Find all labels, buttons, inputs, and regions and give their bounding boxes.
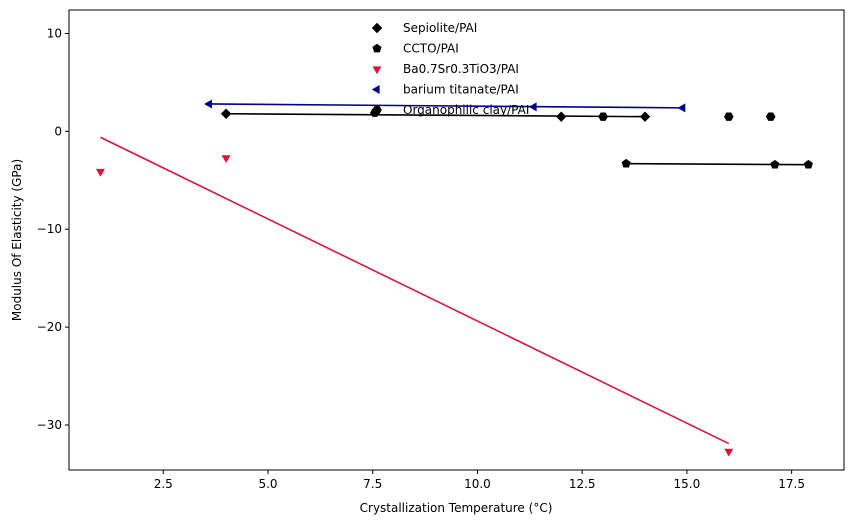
data-points: [95, 99, 813, 457]
data-point-sepiolite-pai: [220, 108, 232, 119]
data-point-ccto-pai: [621, 158, 631, 168]
legend-marker-sepiolite-pai: [371, 22, 383, 34]
data-point-ccto-pai: [803, 159, 813, 169]
x-tick-label: 17.5: [778, 477, 805, 491]
legend-label-barium-titanate-pai: barium titanate/PAI: [403, 83, 519, 97]
y-axis-ticks: −30 −20 −10 0 10: [37, 26, 69, 432]
plot-background: [69, 10, 844, 470]
y-tick-label: 0: [54, 124, 62, 138]
data-point-ba0-7sr0-3tio3-pai: [95, 168, 105, 177]
legend-marker-barium-titanate-pai: [371, 85, 380, 94]
y-tick-label: −10: [37, 222, 62, 236]
legend-label-sepiolite-pai: Sepiolite/PAI: [403, 21, 477, 35]
data-point-barium-titanate-pai: [204, 99, 212, 109]
trend-lines: [100, 103, 809, 445]
x-axis-ticks: 2.5 5.0 7.5 10.0 12.5 15.0 17.5: [154, 470, 805, 491]
data-point-barium-titanate-pai: [677, 103, 686, 113]
data-point-organophilic-clay-pai: [765, 112, 776, 121]
legend-marker-ba0-7sr0-3tio3-pai: [372, 66, 382, 75]
legend-label-organophilic-clay-pai: Organophilic clay/PAI: [403, 103, 529, 117]
y-tick-label: −30: [37, 418, 62, 432]
legend-label-ba0-7sr0-3tio3-pai: Ba0.7Sr0.3TiO3/PAI: [403, 62, 519, 76]
data-point-organophilic-clay-pai: [724, 112, 734, 121]
x-tick-label: 2.5: [154, 477, 173, 491]
trend-line-sepiolite-pai: [226, 112, 646, 118]
x-tick-label: 5.0: [258, 477, 277, 491]
trend-line-ccto-pai: [626, 162, 809, 166]
data-point-sepiolite-pai: [556, 111, 567, 122]
x-tick-label: 12.5: [569, 477, 596, 491]
data-point-ba0-7sr0-3tio3-pai: [724, 448, 734, 457]
y-axis-label: Modulus Of Elasticity (GPa): [10, 159, 24, 321]
x-tick-label: 10.0: [464, 477, 491, 491]
legend: Sepiolite/PAI CCTO/PAI Ba0.7Sr0.3TiO3/PAI b…: [371, 21, 529, 117]
y-tick-label: −20: [37, 320, 62, 334]
x-tick-label: 7.5: [363, 477, 382, 491]
trend-line-ba0-7sr0-3tio3-pai: [100, 136, 730, 445]
data-point-sepiolite-pai: [639, 111, 651, 122]
legend-marker-organophilic-clay-pai: [372, 105, 382, 115]
data-point-organophilic-clay-pai: [598, 112, 608, 121]
data-point-ccto-pai: [770, 159, 780, 169]
legend-label-ccto-pai: CCTO/PAI: [403, 42, 459, 56]
x-tick-label: 15.0: [674, 477, 701, 491]
plot-frame: [68, 9, 845, 471]
trend-line-barium-titanate-pai: [209, 103, 683, 109]
data-point-ba0-7sr0-3tio3-pai: [221, 155, 231, 163]
data-point-barium-titanate-pai: [528, 102, 537, 112]
y-tick-label: 10: [47, 26, 62, 40]
x-axis-label: Crystallization Temperature (°C): [360, 501, 553, 515]
legend-marker-ccto-pai: [372, 43, 382, 53]
